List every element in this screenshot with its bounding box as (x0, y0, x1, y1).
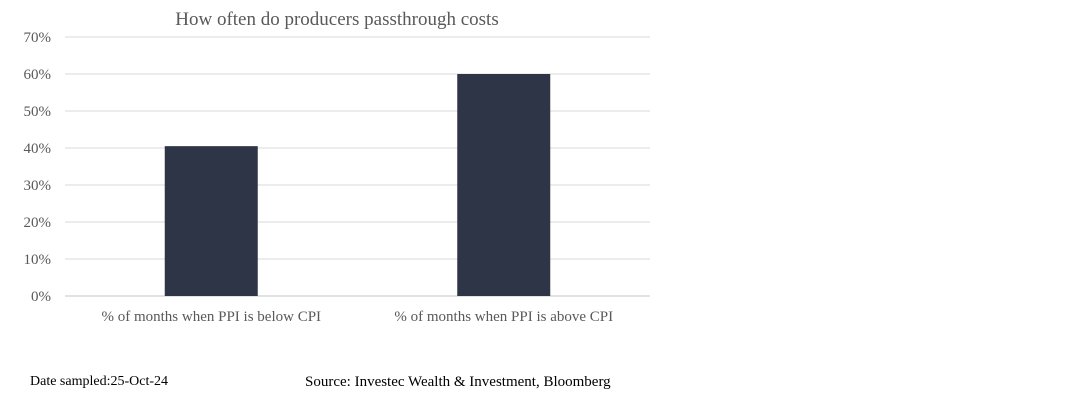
y-tick-label: 40% (24, 141, 52, 157)
x-category-label: % of months when PPI is below CPI (101, 309, 321, 325)
y-axis-ticks: 0% 10% 20% 30% 40% 50% 60% 70% (24, 30, 52, 305)
y-tick-label: 50% (24, 104, 52, 120)
bars (164, 74, 551, 296)
bar (164, 146, 258, 296)
y-tick-label: 70% (24, 30, 52, 46)
source-note: Source: Investec Wealth & Investment, Bl… (305, 374, 611, 390)
y-tick-label: 10% (24, 252, 52, 268)
date-sampled-note: Date sampled:25-Oct-24 (30, 374, 169, 389)
bar (457, 74, 551, 296)
y-tick-label: 0% (31, 289, 51, 305)
x-category-label: % of months when PPI is above CPI (394, 309, 613, 325)
grid-layer (65, 36, 650, 297)
y-tick-label: 20% (24, 215, 52, 231)
chart-title: How often do producers passthrough costs (175, 9, 498, 30)
y-tick-label: 30% (24, 178, 52, 194)
y-tick-label: 60% (24, 67, 52, 83)
x-axis-categories: % of months when PPI is below CPI % of mo… (101, 309, 613, 325)
